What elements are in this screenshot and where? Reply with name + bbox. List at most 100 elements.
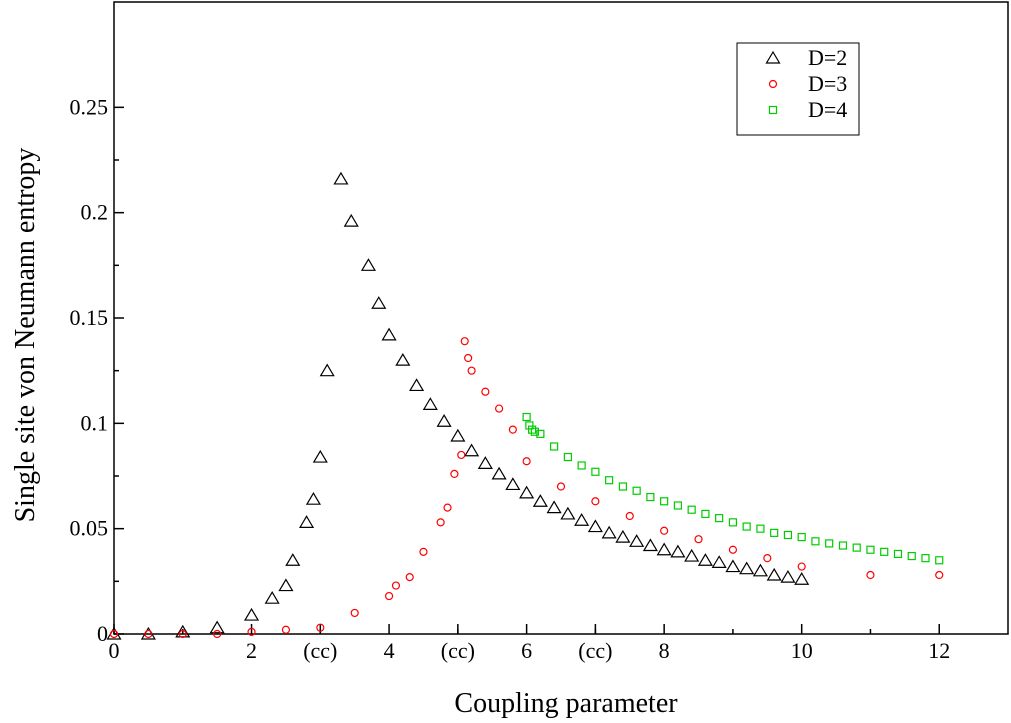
data-point — [464, 353, 473, 363]
data-point — [477, 456, 493, 469]
series-d-2 — [106, 171, 810, 640]
data-point — [436, 414, 452, 427]
data-point — [247, 627, 256, 636]
data-point — [697, 553, 713, 566]
x-tick-label: 2 — [246, 638, 257, 663]
data-point — [264, 591, 280, 604]
data-point — [532, 494, 548, 507]
legend-marker — [765, 50, 781, 64]
data-point — [660, 497, 669, 506]
data-point — [701, 509, 710, 519]
legend-label: D=3 — [808, 71, 847, 96]
data-point — [395, 352, 411, 366]
data-point — [715, 514, 724, 523]
plot-frame — [113, 1, 1009, 635]
data-point — [739, 561, 755, 575]
data-point — [763, 554, 772, 563]
data-point — [350, 608, 359, 618]
y-tick-label: 0 — [97, 621, 108, 646]
data-point — [178, 629, 187, 639]
series-d-3 — [109, 337, 944, 639]
data-point — [780, 569, 796, 583]
legend-label: D=2 — [808, 45, 847, 70]
data-point — [742, 522, 751, 531]
data-point — [450, 428, 466, 442]
data-point — [591, 467, 600, 476]
data-point — [525, 421, 534, 430]
legend-marker — [768, 79, 778, 89]
data-point — [281, 625, 291, 634]
y-tick-label: 0.25 — [70, 94, 109, 119]
series-d-4 — [522, 412, 944, 565]
data-point — [384, 591, 394, 601]
data-point — [794, 572, 810, 585]
x-axis-title: Coupling parameter — [454, 688, 678, 719]
data-point — [560, 506, 576, 520]
data-point — [907, 551, 916, 561]
data-point — [530, 427, 539, 436]
data-point — [825, 539, 834, 548]
data-point — [464, 443, 480, 457]
data-point — [312, 449, 328, 463]
data-point — [629, 534, 645, 547]
data-point — [574, 513, 590, 526]
data-point — [921, 554, 930, 563]
data-point — [522, 457, 531, 466]
y-axis-title: Single site von Neumann entropy — [10, 148, 41, 523]
legend: D=2D=3D=4 — [736, 42, 860, 136]
data-point — [577, 461, 586, 470]
x-tick-label: 0 — [109, 638, 120, 663]
data-point — [316, 623, 325, 632]
data-point — [481, 387, 490, 396]
data-point — [687, 505, 696, 514]
data-point — [866, 570, 875, 580]
data-point — [618, 482, 627, 491]
data-point — [591, 497, 600, 506]
x-tick-label: 4 — [384, 638, 395, 663]
data-point — [243, 607, 260, 621]
x-tick-label: 10 — [791, 638, 813, 663]
data-point — [935, 556, 944, 565]
legend-marker — [768, 105, 778, 115]
data-point — [422, 397, 438, 410]
data-point — [935, 570, 944, 580]
data-point — [852, 543, 861, 552]
data-point — [457, 450, 466, 460]
legend-box — [736, 42, 860, 136]
data-point — [519, 485, 535, 499]
data-point — [728, 518, 738, 527]
data-point — [752, 563, 768, 577]
data-point — [546, 500, 562, 514]
data-point — [491, 466, 507, 480]
data-point — [391, 581, 401, 590]
x-tick-label: (cc) — [441, 638, 475, 663]
data-point — [625, 511, 634, 521]
data-point — [209, 620, 225, 634]
data-point — [285, 553, 301, 566]
data-point — [467, 366, 476, 375]
data-point — [728, 545, 738, 554]
data-point — [694, 535, 703, 544]
data-point — [797, 532, 806, 542]
data-point — [333, 171, 349, 185]
data-points — [106, 171, 944, 640]
data-point — [605, 476, 614, 485]
data-point — [670, 544, 686, 558]
data-point — [213, 629, 222, 639]
data-point — [783, 530, 793, 540]
data-point — [522, 412, 531, 422]
x-tick-label: 6 — [521, 638, 532, 663]
data-point — [673, 501, 683, 510]
data-point — [409, 378, 425, 392]
data-point — [660, 526, 669, 535]
data-point — [656, 542, 672, 556]
x-tick-label: (cc) — [578, 638, 612, 663]
data-point — [343, 213, 359, 227]
y-tick-label: 0.05 — [70, 516, 109, 541]
data-point — [632, 486, 641, 495]
data-point — [866, 545, 875, 554]
x-tick-label: (cc) — [303, 638, 337, 663]
data-point — [725, 559, 741, 573]
data-point — [615, 529, 631, 543]
data-point — [642, 538, 658, 552]
